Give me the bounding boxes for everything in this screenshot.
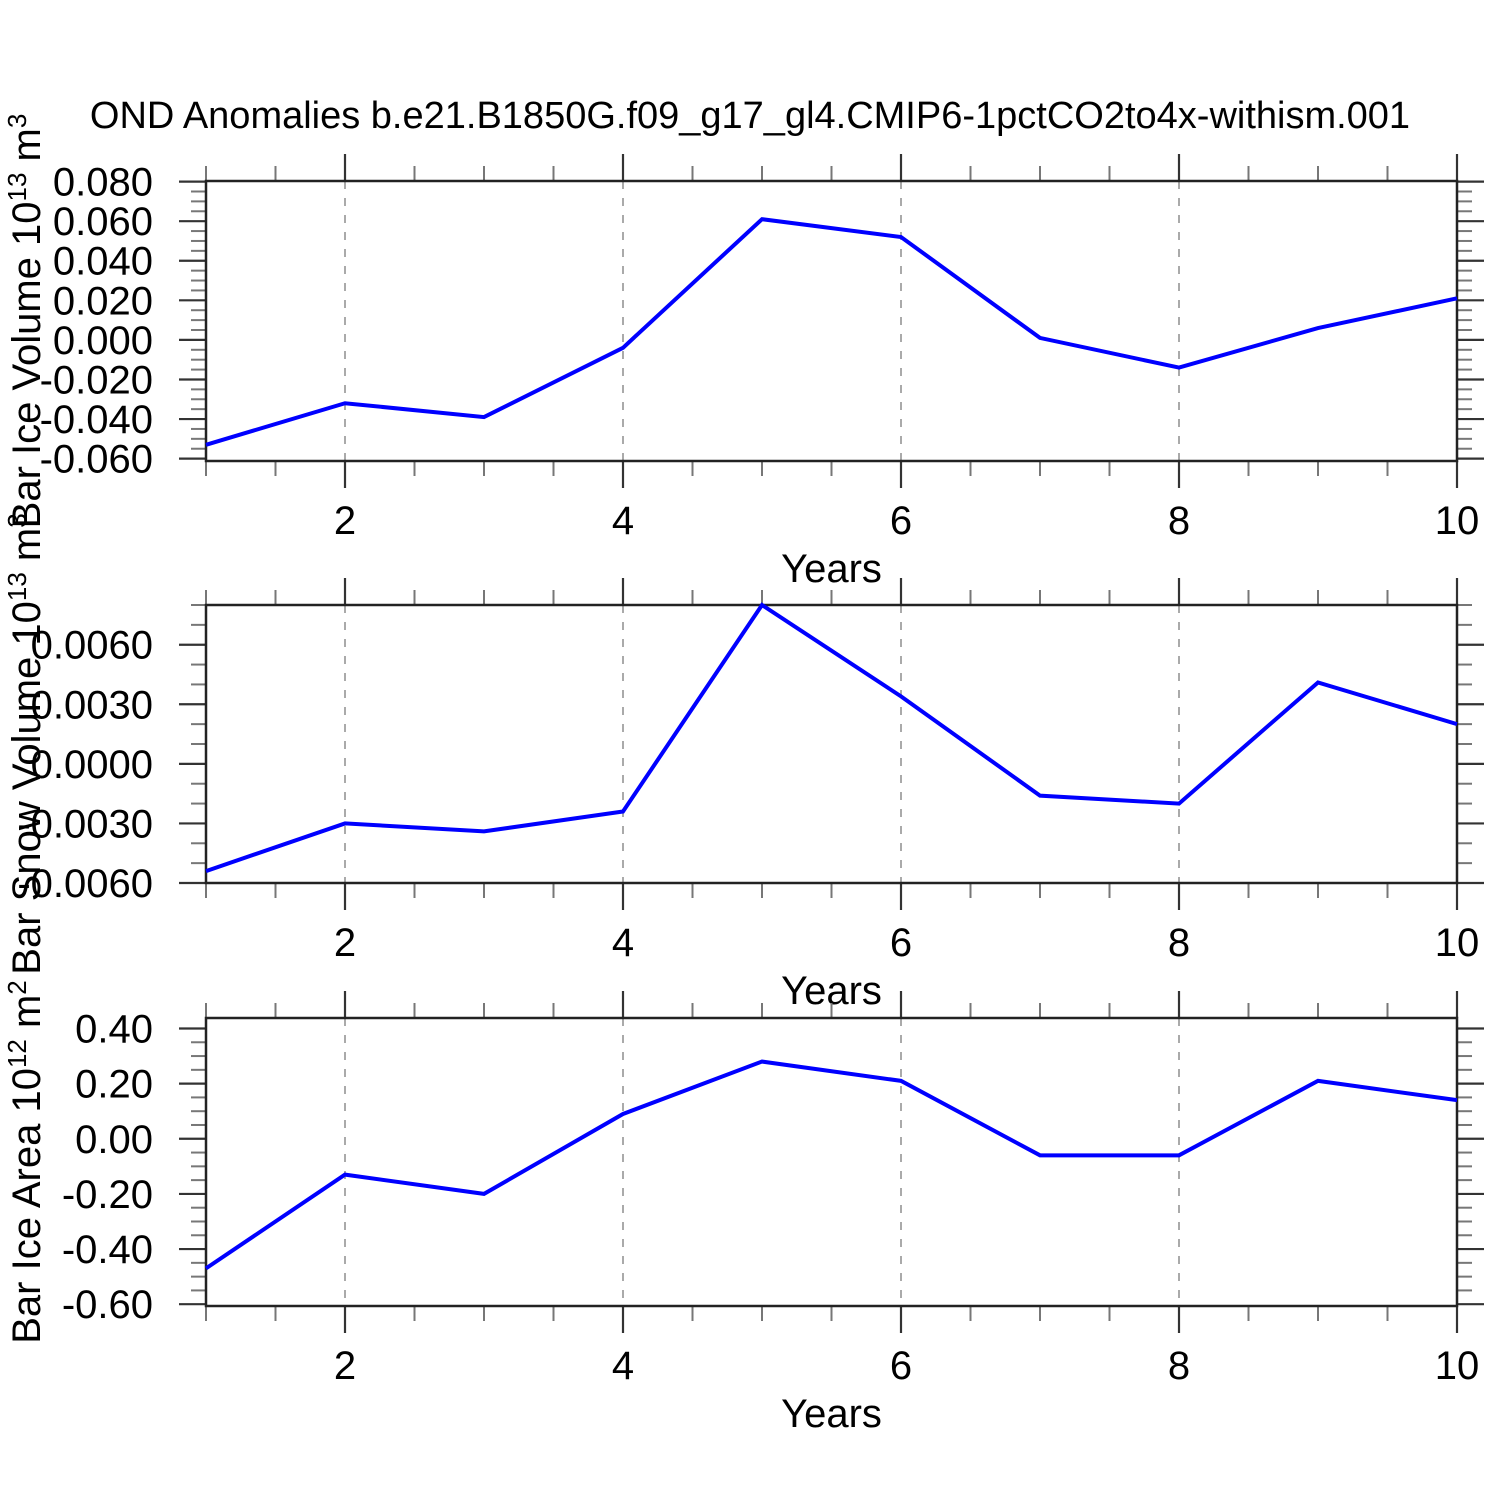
x-tick-label: 4 xyxy=(612,499,634,543)
y-axis-title-superscript: 3 xyxy=(2,513,32,527)
y-axis-title-text: Bar Ice Volume 10 xyxy=(5,201,49,528)
chart-panel-bar-ice-area: 0.40 0.20 0.00 -0.20 -0.40 -0.60 2 4 6 8 10 Bar Ice… xyxy=(2,980,1484,1436)
y-tick-label: -0.0060 xyxy=(17,862,153,906)
y-tick-label: 0.0030 xyxy=(31,683,153,727)
y-tick-label: 0.040 xyxy=(53,240,153,284)
x-tick-label: 10 xyxy=(1435,921,1480,965)
y-axis-title: Bar Ice Area 1012 m2 xyxy=(2,980,49,1344)
chart-panel-bar-ice-volume: 0.0800.0600.0400.0200.000-0.020-0.040-0.… xyxy=(2,114,1484,591)
y-axis-title-superscript: 12 xyxy=(2,1039,32,1068)
x-tick-label: 6 xyxy=(890,921,912,965)
x-tick-label: 2 xyxy=(334,499,356,543)
y-axis-title: Bar Ice Volume 1013 m3 xyxy=(2,114,49,529)
y-axis-title-text: Bar Ice Area 10 xyxy=(5,1068,49,1344)
x-tick-label: 10 xyxy=(1435,1344,1480,1388)
y-tick-label: -0.60 xyxy=(62,1283,153,1327)
x-axis-label: Years xyxy=(781,547,882,591)
y-axis-title-text: m xyxy=(5,528,49,572)
y-tick-label: -0.040 xyxy=(40,398,153,442)
x-tick-label: 2 xyxy=(334,921,356,965)
y-axis-title-text: m xyxy=(5,128,49,172)
y-tick-label: -0.20 xyxy=(62,1173,153,1217)
figure-title: OND Anomalies b.e21.B1850G.f09_g17_gl4.C… xyxy=(89,95,1411,137)
y-tick-label: -0.0030 xyxy=(17,802,153,846)
chart-panel-bar-snow-volume: 0.0060 0.0030 0.0000 -0.0030 -0.0060 2 4 6 8 10 Ba… xyxy=(2,513,1484,1013)
plot-frame xyxy=(204,1016,1459,1308)
y-tick-label: -0.40 xyxy=(62,1228,153,1272)
y-tick-label: 0.0060 xyxy=(31,624,153,668)
x-tick-label: 6 xyxy=(890,499,912,543)
x-axis-label: Years xyxy=(781,1392,882,1436)
y-tick-label: -0.020 xyxy=(40,358,153,402)
y-axis-title-superscript: 13 xyxy=(2,572,32,601)
y-axis-title-text: m xyxy=(5,995,49,1039)
y-axis-title-superscript: 13 xyxy=(2,173,32,202)
plot-frame xyxy=(204,179,1459,463)
y-tick-label: 0.0000 xyxy=(31,743,153,787)
x-tick-label: 10 xyxy=(1435,499,1480,543)
data-line xyxy=(204,1059,1458,1271)
data-line xyxy=(205,217,1458,447)
y-axis-title: Bar Snow Volume 1013 m3 xyxy=(2,513,49,974)
y-tick-label: 0.080 xyxy=(53,161,153,205)
y-axis-title-superscript: 2 xyxy=(2,980,32,994)
plot-frame xyxy=(204,603,1459,885)
x-tick-label: 4 xyxy=(612,1344,634,1388)
y-tick-label: 0.020 xyxy=(53,279,153,323)
y-axis-title-text: Bar Snow Volume 10 xyxy=(5,601,49,975)
x-tick-label: 6 xyxy=(890,1344,912,1388)
y-tick-label: -0.060 xyxy=(40,438,153,482)
y-tick-label: 0.00 xyxy=(75,1118,153,1162)
x-tick-label: 8 xyxy=(1168,499,1190,543)
y-tick-label: 0.060 xyxy=(53,200,153,244)
y-tick-label: 0.000 xyxy=(53,319,153,363)
data-line xyxy=(205,602,1458,873)
y-axis-title-superscript: 3 xyxy=(2,114,32,128)
y-tick-label: 0.40 xyxy=(75,1007,153,1051)
x-tick-label: 8 xyxy=(1168,1344,1190,1388)
x-tick-label: 2 xyxy=(334,1344,356,1388)
y-tick-label: 0.20 xyxy=(75,1063,153,1107)
x-tick-label: 8 xyxy=(1168,921,1190,965)
x-tick-label: 4 xyxy=(612,921,634,965)
